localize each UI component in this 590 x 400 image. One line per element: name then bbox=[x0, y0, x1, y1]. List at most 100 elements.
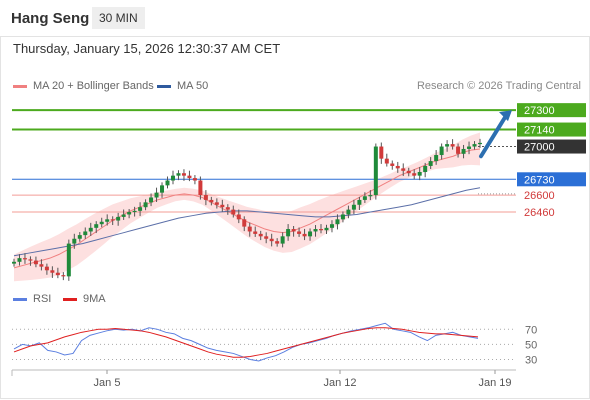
candle-up bbox=[357, 199, 362, 205]
rsi-line bbox=[13, 322, 479, 362]
candle-up bbox=[77, 235, 82, 239]
tag-support-1: 26600 bbox=[524, 190, 555, 202]
candle-up bbox=[423, 165, 428, 173]
candle-up bbox=[351, 204, 356, 210]
legend-rsi-swatch bbox=[13, 297, 27, 301]
candle-up bbox=[143, 202, 148, 208]
forecast-arrow-shaft bbox=[479, 112, 509, 159]
candle-up bbox=[165, 180, 170, 186]
candle-up bbox=[368, 195, 373, 197]
candle-down bbox=[401, 168, 406, 171]
candle-down bbox=[192, 178, 197, 181]
candle-down bbox=[61, 275, 66, 277]
candle-up bbox=[428, 161, 433, 166]
candle-up bbox=[154, 192, 159, 198]
candle-down bbox=[181, 173, 186, 176]
tag-last-price-bg bbox=[517, 139, 586, 154]
tag-support-2: 26460 bbox=[524, 207, 555, 219]
legend-rsi-label: RSI bbox=[33, 293, 52, 305]
x-tick-label: Jan 12 bbox=[323, 377, 356, 389]
tag-resistance-2-bg bbox=[517, 122, 586, 137]
candle-down bbox=[264, 236, 269, 239]
legend-rsi: RSI bbox=[13, 293, 51, 305]
candle-down bbox=[390, 163, 395, 166]
legend-ma50-label: MA 50 bbox=[177, 80, 209, 92]
candle-down bbox=[231, 209, 236, 215]
legend-rsi-ma: 9MA bbox=[63, 293, 106, 305]
candle-down bbox=[247, 226, 252, 232]
x-tick-label: Jan 5 bbox=[94, 377, 121, 389]
candle-down bbox=[302, 233, 307, 237]
candle-down bbox=[198, 180, 203, 196]
candle-up bbox=[17, 258, 22, 262]
candle-down bbox=[28, 259, 33, 261]
rsi-ma-line bbox=[13, 327, 479, 358]
candle-up bbox=[72, 238, 77, 244]
candle-up bbox=[335, 219, 340, 225]
tag-resistance-2: 27140 bbox=[524, 125, 555, 137]
candle-up bbox=[280, 236, 285, 244]
candle-down bbox=[297, 231, 302, 234]
candle-up bbox=[132, 210, 137, 213]
ma20-line bbox=[13, 148, 481, 269]
candle-down bbox=[236, 214, 241, 220]
candle-down bbox=[406, 170, 411, 174]
candle-up bbox=[434, 155, 439, 162]
tag-last-price: 27000 bbox=[524, 142, 555, 154]
candle-up bbox=[467, 146, 472, 149]
legend-ma50: MA 50 bbox=[157, 80, 208, 92]
candle-up bbox=[340, 214, 345, 220]
candle-down bbox=[269, 238, 274, 242]
legend-ma50-swatch bbox=[157, 84, 171, 88]
candle-down bbox=[203, 195, 208, 200]
candle-down bbox=[50, 270, 55, 273]
candle-up bbox=[116, 216, 121, 221]
candle-up bbox=[83, 231, 88, 236]
tag-resistance-1: 27300 bbox=[524, 105, 555, 117]
candle-up bbox=[88, 227, 93, 232]
candle-down bbox=[110, 219, 115, 221]
candle-up bbox=[472, 144, 477, 147]
bollinger-band bbox=[14, 132, 480, 282]
candle-down bbox=[258, 233, 263, 237]
candle-down bbox=[39, 264, 44, 267]
timeframe-button[interactable]: 30 MIN bbox=[92, 7, 145, 29]
candle-up bbox=[127, 212, 132, 215]
candle-down bbox=[44, 266, 49, 271]
candle-down bbox=[242, 219, 247, 227]
candle-up bbox=[329, 224, 334, 228]
candle-down bbox=[225, 207, 230, 210]
timestamp: Thursday, January 15, 2026 12:30:37 AM C… bbox=[13, 41, 281, 56]
candle-up bbox=[176, 173, 181, 176]
candle-down bbox=[55, 272, 60, 276]
candle-down bbox=[319, 229, 324, 231]
rsi-tick-50: 50 bbox=[525, 339, 537, 351]
candle-up bbox=[478, 142, 482, 145]
instrument-title: Hang Seng bbox=[11, 10, 90, 27]
rsi-tick-70: 70 bbox=[525, 324, 537, 336]
candle-down bbox=[33, 260, 38, 265]
candle-down bbox=[214, 202, 219, 205]
candle-down bbox=[275, 241, 280, 244]
candle-up bbox=[94, 224, 99, 228]
candle-up bbox=[439, 146, 444, 156]
candle-down bbox=[456, 146, 461, 154]
tag-pivot-bg bbox=[517, 172, 586, 187]
candle-up bbox=[373, 146, 378, 196]
candle-up bbox=[313, 229, 318, 232]
tag-pivot: 26730 bbox=[524, 174, 555, 186]
ma50-line bbox=[13, 187, 481, 257]
candle-up bbox=[362, 196, 367, 200]
candle-up bbox=[286, 229, 291, 237]
candle-up bbox=[324, 227, 329, 231]
candle-up bbox=[160, 185, 165, 193]
candle-down bbox=[450, 144, 455, 147]
candle-up bbox=[138, 207, 143, 211]
candle-up bbox=[308, 231, 313, 237]
candle-down bbox=[395, 165, 400, 169]
candle-up bbox=[12, 261, 16, 264]
candle-up bbox=[66, 243, 71, 277]
source-label: Research © 2026 Trading Central bbox=[416, 80, 581, 92]
candle-up bbox=[461, 148, 466, 154]
legend-rsi-ma-swatch bbox=[63, 297, 77, 301]
